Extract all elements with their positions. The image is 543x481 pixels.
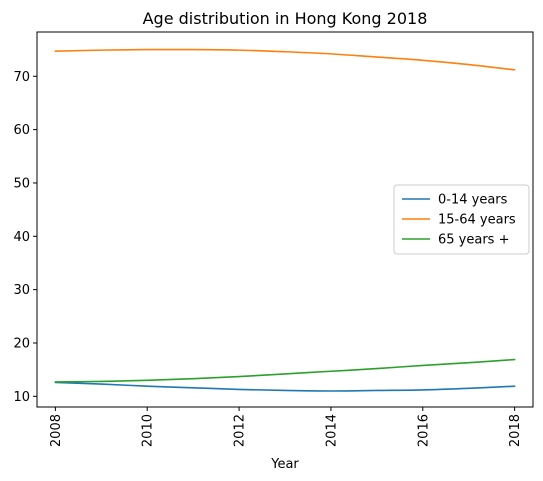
x-tick-label: 2016 [416,414,431,447]
x-tick-label: 2012 [233,414,248,447]
x-tick-label: 2014 [324,414,339,447]
chart-title: Age distribution in Hong Kong 2018 [143,9,428,28]
series-lines [54,48,516,392]
x-tick-label: 2018 [508,414,523,447]
legend-label: 15-64 years [438,213,516,228]
legend-box [393,184,530,255]
y-tick-label: 50 [13,176,30,191]
y-tick-label: 70 [13,70,30,85]
y-axis: 10 20 30 40 50 60 70 [13,70,37,405]
legend-label: 0-14 years [438,193,508,208]
legend: 0-14 years 15-64 years 65 years + [393,184,530,255]
y-tick-label: 60 [13,123,30,138]
plot-area [36,31,534,408]
y-tick-label: 20 [13,336,30,351]
x-tick-label: 2008 [49,414,64,447]
series-line [54,358,516,383]
y-tick-label: 40 [13,230,30,245]
x-tick-label: 2010 [141,414,156,447]
series-line [54,48,516,71]
x-axis: 2008 2010 2012 2014 2016 2018 [49,407,523,447]
y-tick-label: 10 [13,390,30,405]
x-axis-label: Year [270,457,299,472]
series-line [54,381,516,392]
y-tick-label: 30 [13,283,30,298]
legend-label: 65 years + [438,233,509,248]
